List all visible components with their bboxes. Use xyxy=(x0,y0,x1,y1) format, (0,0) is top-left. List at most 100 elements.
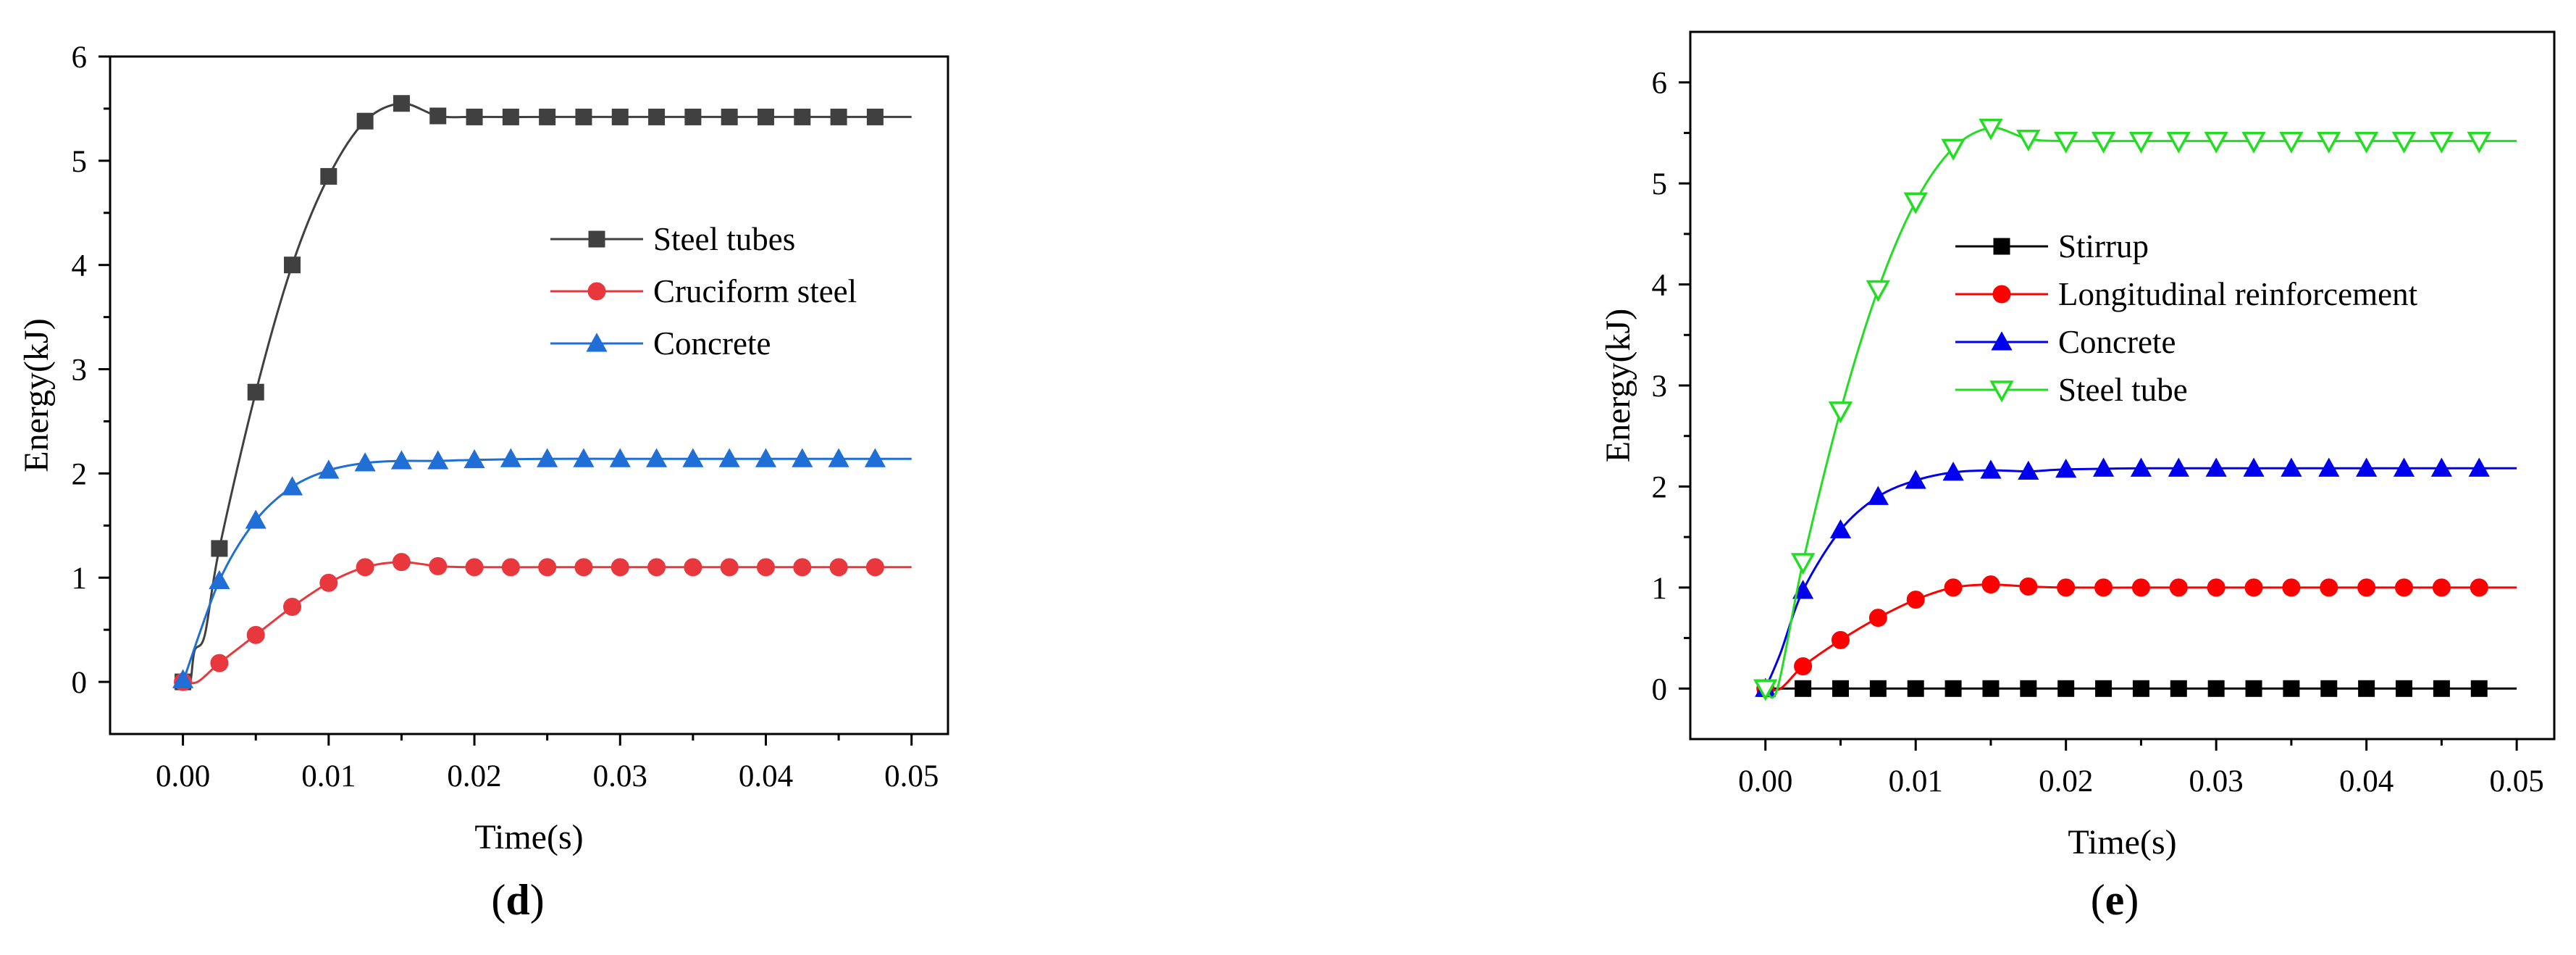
data-point xyxy=(2318,457,2340,477)
data-point xyxy=(575,108,592,125)
series-0 xyxy=(1757,680,2517,697)
y-tick-label: 5 xyxy=(72,145,88,179)
data-point xyxy=(2470,578,2488,597)
data-point xyxy=(356,112,374,130)
data-point xyxy=(427,450,449,470)
data-point xyxy=(684,108,702,125)
data-point xyxy=(283,598,302,617)
data-point xyxy=(573,448,595,467)
legend-marker xyxy=(586,333,608,352)
legend-label: Cruciform steel xyxy=(653,273,857,309)
data-point xyxy=(1753,679,1778,701)
data-point xyxy=(865,558,884,577)
x-tick-label: 0.00 xyxy=(156,759,210,793)
legend: Stirrup Longitudinal reinforcement Concret… xyxy=(1955,228,2418,408)
legend-marker xyxy=(1989,380,2014,403)
data-point xyxy=(247,383,264,401)
x-tick-label: 0.00 xyxy=(1738,764,1792,798)
data-point xyxy=(2132,680,2149,697)
legend-label: Steel tubes xyxy=(653,221,795,257)
data-point xyxy=(2020,680,2037,697)
data-point xyxy=(2354,131,2379,154)
data-point xyxy=(2170,680,2187,697)
data-point xyxy=(1795,680,1812,697)
data-point xyxy=(2207,578,2225,597)
data-point xyxy=(2018,460,2039,480)
x-tick-label: 0.03 xyxy=(2189,764,2244,798)
data-point xyxy=(792,448,813,467)
data-point xyxy=(429,556,448,575)
legend-marker xyxy=(1993,238,2010,255)
data-point xyxy=(830,108,847,125)
data-point xyxy=(1942,462,1964,481)
data-point xyxy=(757,108,774,125)
data-point xyxy=(611,108,629,125)
data-point xyxy=(2166,131,2191,154)
x-tick-label: 0.01 xyxy=(301,759,356,793)
data-point xyxy=(1980,459,2002,479)
chart-panel-d: 0.00 0.01 0.02 0.03 0.04 0.05 0 1 2 3 4 5 6 Time(s) En… xyxy=(17,41,949,924)
series-3 xyxy=(1753,118,2517,701)
data-point xyxy=(2395,578,2414,597)
data-point xyxy=(1944,578,1963,597)
x-axis-title: Time(s) xyxy=(474,818,583,856)
data-point xyxy=(1866,280,1891,302)
data-point xyxy=(2279,131,2304,154)
data-point xyxy=(2168,457,2189,477)
data-point xyxy=(2128,131,2154,154)
y-tick-label: 3 xyxy=(1652,370,1668,404)
legend-marker xyxy=(588,230,605,248)
y-tick-label: 4 xyxy=(72,249,88,283)
data-point xyxy=(755,448,777,467)
data-point xyxy=(1941,138,1965,161)
data-point xyxy=(864,448,886,467)
data-point xyxy=(645,448,668,467)
data-point xyxy=(1829,519,1852,538)
legend-marker xyxy=(1992,285,2011,304)
series-line xyxy=(1765,583,2517,691)
series-line xyxy=(182,561,912,685)
legend-label: Stirrup xyxy=(2058,228,2149,264)
data-point xyxy=(429,107,447,125)
data-point xyxy=(2281,457,2302,477)
data-point xyxy=(2320,578,2338,597)
series-1 xyxy=(1756,575,2517,698)
data-point xyxy=(1905,470,1926,489)
data-point xyxy=(2053,131,2078,154)
x-tick-label: 0.01 xyxy=(1889,764,1943,798)
series-line xyxy=(182,102,912,685)
y-axis-title: Energy(kJ) xyxy=(1599,309,1637,462)
data-point xyxy=(647,558,666,577)
legend-label: Concrete xyxy=(2058,324,2176,360)
data-point xyxy=(2057,578,2076,597)
data-point xyxy=(210,654,229,672)
data-point xyxy=(2091,131,2116,154)
data-point xyxy=(319,573,338,592)
data-point xyxy=(1907,680,1924,697)
data-point xyxy=(390,450,413,470)
data-point xyxy=(2470,680,2488,697)
data-point xyxy=(2432,578,2451,597)
data-point xyxy=(2358,680,2375,697)
x-axis-title: Time(s) xyxy=(2068,823,2176,862)
data-point xyxy=(1831,630,1850,649)
data-point xyxy=(1903,192,1928,214)
data-point xyxy=(246,625,265,644)
data-point xyxy=(829,558,848,577)
data-point xyxy=(538,558,557,577)
data-point xyxy=(1794,657,1813,676)
data-point xyxy=(2092,457,2115,477)
data-point xyxy=(866,108,884,125)
x-tick-label: 0.05 xyxy=(884,759,939,793)
data-point xyxy=(648,108,666,125)
data-point xyxy=(209,570,230,590)
data-point xyxy=(2320,680,2338,697)
data-point xyxy=(2393,457,2415,477)
x-tick-label: 0.04 xyxy=(739,759,793,793)
series-2 xyxy=(172,448,912,688)
x-tick-label: 0.02 xyxy=(447,759,501,793)
data-point xyxy=(1944,680,1962,697)
x-tick-label: 0.03 xyxy=(593,759,647,793)
data-point xyxy=(465,558,484,577)
y-tick-label: 4 xyxy=(1652,269,1668,303)
